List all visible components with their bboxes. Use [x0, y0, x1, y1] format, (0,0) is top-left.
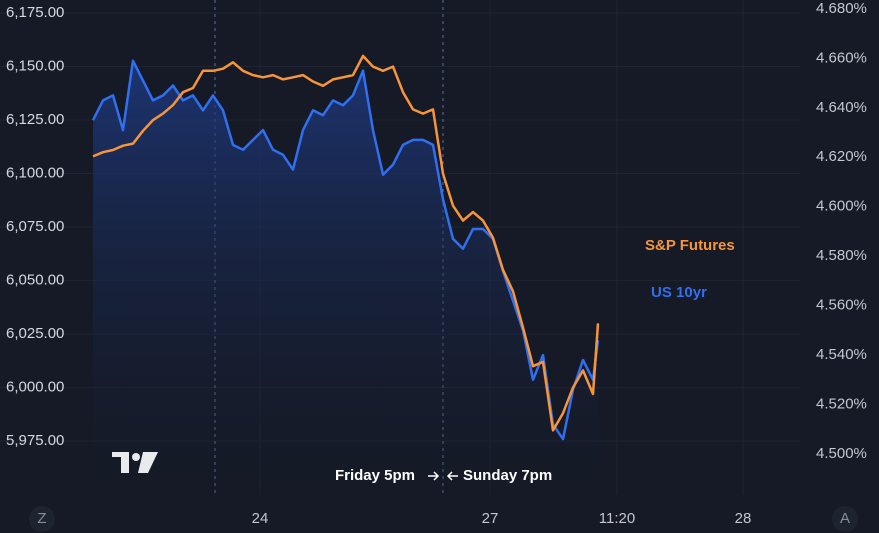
x-tick-label: 24	[252, 510, 269, 527]
button[interactable]	[832, 506, 858, 532]
x-tick-label: 28	[735, 510, 752, 527]
y2-tick-label: 4.520%	[816, 395, 867, 412]
y2-tick-label: 4.660%	[816, 49, 867, 66]
arrow	[446, 471, 458, 481]
button-label[interactable]: Z	[37, 510, 46, 527]
y-tick-label: 6,075.00	[6, 218, 64, 235]
button-label[interactable]: A	[840, 510, 850, 527]
y2-tick-label: 4.640%	[816, 99, 867, 116]
legend-label: US 10yr	[651, 284, 707, 301]
y2-tick-label: 4.540%	[816, 346, 867, 363]
y2-tick-label: 4.600%	[816, 198, 867, 215]
annotation: Friday 5pm	[335, 467, 415, 484]
y2-tick-label: 4.500%	[816, 445, 867, 462]
series-area	[93, 60, 598, 496]
x-tick-label: 11:20	[599, 510, 635, 527]
y-tick-label: 6,125.00	[6, 111, 64, 128]
y-tick-label: 6,050.00	[6, 272, 64, 289]
y2-tick-label: 4.560%	[816, 297, 867, 314]
series-line	[92, 54, 600, 432]
y-tick-label: 6,025.00	[6, 325, 64, 342]
y-tick-label: 6,000.00	[6, 379, 64, 396]
y-tick-label: 6,175.00	[6, 4, 64, 21]
y2-tick-label: 4.620%	[816, 148, 867, 165]
plot	[91, 54, 600, 496]
y2-tick-label: 4.680%	[816, 0, 867, 17]
legend-label: S&P Futures	[645, 237, 735, 254]
y-tick-label: 6,100.00	[6, 165, 64, 182]
labels: 5,975.00 6,000.00 6,025.00 6,050.00 6,075.00…	[6, 0, 867, 532]
series-line	[91, 59, 600, 441]
y2-tick-label: 4.580%	[816, 247, 867, 264]
button[interactable]	[29, 506, 55, 532]
arrow	[428, 471, 440, 481]
annotation: Sunday 7pm	[463, 467, 552, 484]
logo	[112, 452, 158, 473]
x-tick-label: 27	[482, 510, 499, 527]
y-tick-label: 5,975.00	[6, 432, 64, 449]
y-tick-label: 6,150.00	[6, 58, 64, 75]
